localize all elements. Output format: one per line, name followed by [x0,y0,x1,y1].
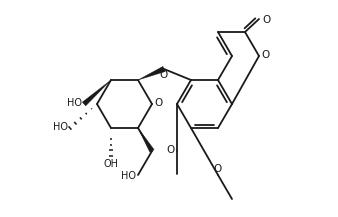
Polygon shape [138,128,154,152]
Text: OH: OH [103,159,119,169]
Text: O: O [213,164,221,174]
Polygon shape [138,66,165,80]
Text: HO: HO [53,122,68,132]
Text: O: O [154,98,162,108]
Text: O: O [167,145,175,155]
Text: O: O [261,50,269,60]
Text: HO: HO [67,98,82,108]
Polygon shape [82,80,111,106]
Text: O: O [159,70,167,80]
Text: O: O [262,15,270,25]
Text: HO: HO [121,171,136,181]
